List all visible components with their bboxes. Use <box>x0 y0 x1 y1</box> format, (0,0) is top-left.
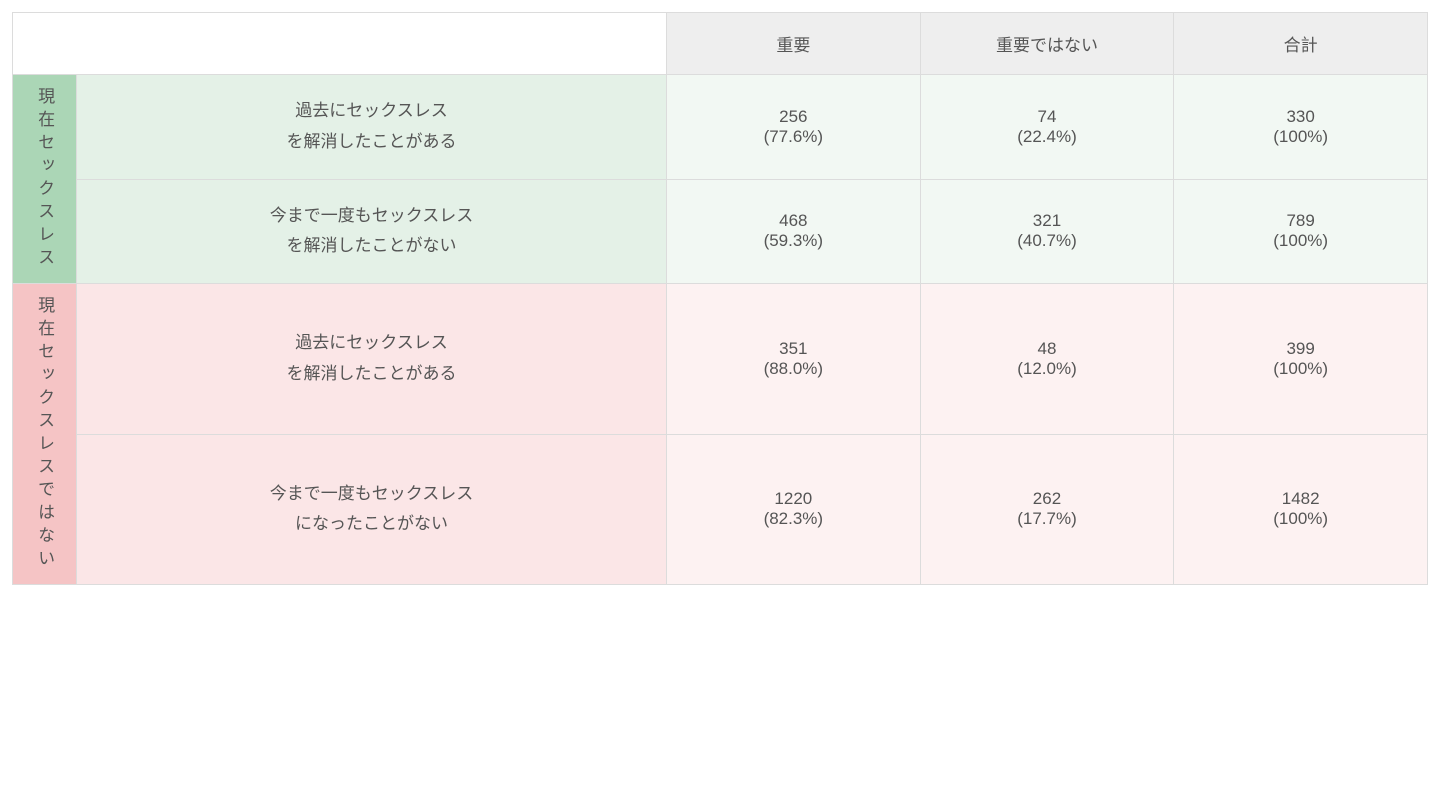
cell-not-important: 262 (17.7%) <box>920 434 1174 585</box>
header-blank <box>13 13 667 75</box>
cell-pct: (22.4%) <box>929 127 1166 147</box>
cell-value: 256 <box>675 107 912 127</box>
table-header-row: 重要 重要ではない 合計 <box>13 13 1428 75</box>
cell-pct: (77.6%) <box>675 127 912 147</box>
table-row: 現在セックスレスではない 過去にセックスレス を解消したことがある 351 (8… <box>13 284 1428 435</box>
cell-important: 256 (77.6%) <box>667 75 921 180</box>
table-row: 現在セックスレス 過去にセックスレス を解消したことがある 256 (77.6%… <box>13 75 1428 180</box>
col-header-not-important: 重要ではない <box>920 13 1174 75</box>
cell-total: 330 (100%) <box>1174 75 1428 180</box>
cell-not-important: 48 (12.0%) <box>920 284 1174 435</box>
row-header: 今まで一度もセックスレス を解消したことがない <box>77 179 667 284</box>
cell-value: 1220 <box>675 489 912 509</box>
row-header: 今まで一度もセックスレス になったことがない <box>77 434 667 585</box>
cell-pct: (12.0%) <box>929 359 1166 379</box>
cell-value: 321 <box>929 211 1166 231</box>
row-header: 過去にセックスレス を解消したことがある <box>77 75 667 180</box>
cell-important: 1220 (82.3%) <box>667 434 921 585</box>
row-header-line1: 過去にセックスレス <box>295 333 448 352</box>
table-row: 今まで一度もセックスレス を解消したことがない 468 (59.3%) 321 … <box>13 179 1428 284</box>
group-header-current-sexless: 現在セックスレス <box>13 75 77 284</box>
cell-pct: (100%) <box>1182 509 1419 529</box>
cell-value: 789 <box>1182 211 1419 231</box>
cell-pct: (82.3%) <box>675 509 912 529</box>
cell-value: 351 <box>675 339 912 359</box>
cell-total: 1482 (100%) <box>1174 434 1428 585</box>
cell-value: 74 <box>929 107 1166 127</box>
cell-value: 48 <box>929 339 1166 359</box>
cell-important: 351 (88.0%) <box>667 284 921 435</box>
row-header: 過去にセックスレス を解消したことがある <box>77 284 667 435</box>
cell-not-important: 321 (40.7%) <box>920 179 1174 284</box>
cell-not-important: 74 (22.4%) <box>920 75 1174 180</box>
cell-value: 330 <box>1182 107 1419 127</box>
row-header-line2: を解消したことがある <box>287 132 457 151</box>
cell-value: 1482 <box>1182 489 1419 509</box>
col-header-important: 重要 <box>667 13 921 75</box>
cell-pct: (100%) <box>1182 231 1419 251</box>
row-header-line2: を解消したことがある <box>287 364 457 383</box>
row-header-line1: 過去にセックスレス <box>295 101 448 120</box>
cell-value: 468 <box>675 211 912 231</box>
cell-pct: (40.7%) <box>929 231 1166 251</box>
cell-pct: (100%) <box>1182 359 1419 379</box>
row-header-line1: 今まで一度もセックスレス <box>270 484 474 503</box>
cell-important: 468 (59.3%) <box>667 179 921 284</box>
cell-total: 399 (100%) <box>1174 284 1428 435</box>
col-header-total: 合計 <box>1174 13 1428 75</box>
row-header-line1: 今まで一度もセックスレス <box>270 206 474 225</box>
row-header-line2: になったことがない <box>295 514 448 533</box>
cell-value: 399 <box>1182 339 1419 359</box>
crosstab-table: 重要 重要ではない 合計 現在セックスレス 過去にセックスレス を解消したことが… <box>12 12 1428 585</box>
cell-pct: (100%) <box>1182 127 1419 147</box>
cell-total: 789 (100%) <box>1174 179 1428 284</box>
cell-pct: (88.0%) <box>675 359 912 379</box>
cell-pct: (17.7%) <box>929 509 1166 529</box>
cell-pct: (59.3%) <box>675 231 912 251</box>
table-row: 今まで一度もセックスレス になったことがない 1220 (82.3%) 262 … <box>13 434 1428 585</box>
row-header-line2: を解消したことがない <box>287 236 457 255</box>
cell-value: 262 <box>929 489 1166 509</box>
group-header-not-sexless: 現在セックスレスではない <box>13 284 77 585</box>
